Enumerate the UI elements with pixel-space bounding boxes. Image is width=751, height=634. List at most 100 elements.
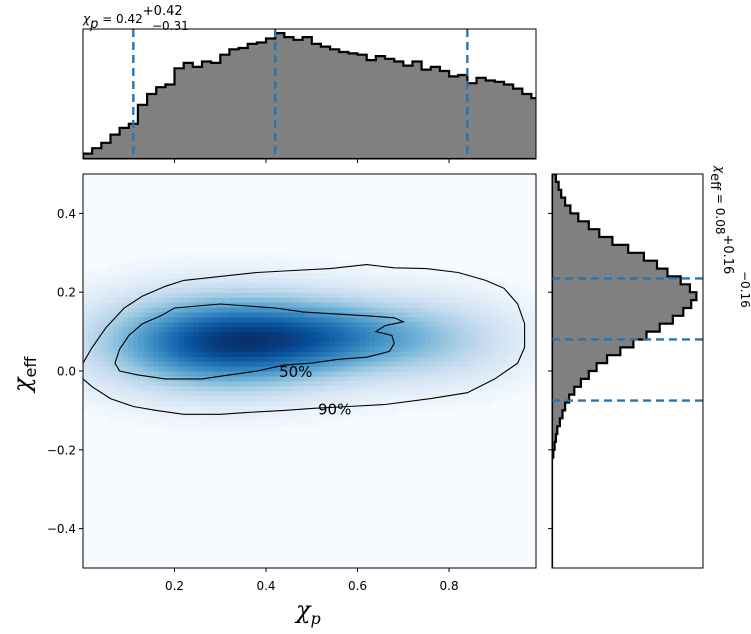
heatmap-cell — [153, 346, 160, 352]
heatmap-cell — [228, 420, 235, 426]
heatmap-cell — [379, 292, 386, 298]
heatmap-cell — [178, 257, 185, 264]
heatmap-cell — [148, 302, 155, 308]
heatmap-cell — [465, 302, 472, 308]
heatmap-cell — [374, 361, 381, 367]
heatmap-cell — [198, 410, 205, 416]
heatmap-cell — [98, 297, 104, 303]
heatmap-cell — [113, 351, 119, 357]
heatmap-cell — [88, 336, 94, 343]
heatmap-cell — [520, 351, 527, 357]
heatmap-cell — [269, 395, 275, 402]
heatmap-cell — [218, 366, 225, 372]
heatmap-cell — [415, 385, 421, 392]
heatmap-cell — [470, 331, 477, 338]
heatmap-cell — [405, 405, 411, 411]
heatmap-cell — [178, 282, 185, 288]
heatmap-cell — [123, 400, 129, 407]
heatmap-cell — [244, 282, 250, 288]
heatmap-cell — [108, 336, 114, 343]
heatmap-cell — [349, 306, 356, 313]
heatmap-cell — [118, 326, 124, 333]
heatmap-cell — [450, 341, 457, 347]
heatmap-cell — [244, 287, 250, 293]
heatmap-cell — [465, 366, 472, 372]
heatmap-cell — [183, 282, 190, 288]
heatmap-cell — [339, 341, 346, 347]
heatmap-cell — [168, 425, 175, 431]
heatmap-cell — [294, 326, 301, 333]
heatmap-cell — [425, 336, 431, 343]
heatmap-cell — [269, 316, 275, 323]
heatmap-cell — [103, 267, 109, 274]
heatmap-cell — [334, 316, 341, 323]
heatmap-cell — [530, 366, 536, 372]
heatmap-cell — [309, 316, 316, 323]
heatmap-cell — [385, 267, 391, 274]
heatmap-cell — [259, 267, 265, 274]
heatmap-cell — [420, 267, 426, 274]
heatmap-cell — [400, 400, 406, 407]
heatmap-cell — [88, 272, 94, 279]
heatmap-cell — [264, 371, 270, 377]
heatmap-cell — [495, 292, 502, 298]
heatmap-cell — [425, 311, 431, 318]
heatmap-cell — [168, 356, 175, 362]
heatmap-cell — [299, 316, 306, 323]
heatmap-cell — [525, 287, 532, 293]
heatmap-cell — [515, 341, 522, 347]
heatmap-cell — [530, 297, 536, 303]
heatmap-cell — [103, 277, 109, 283]
heatmap-cell — [480, 272, 487, 279]
heatmap-cell — [395, 302, 401, 308]
heatmap-cell — [118, 262, 124, 269]
heatmap-cell — [208, 331, 215, 338]
heatmap-cell — [304, 410, 311, 416]
heatmap-cell — [254, 302, 260, 308]
heatmap-cell — [128, 375, 134, 382]
heatmap-cell — [259, 341, 265, 347]
heatmap-cell — [133, 311, 139, 318]
rtitle-chi-symbol: χ — [713, 165, 727, 174]
heatmap-cell — [289, 297, 295, 303]
heatmap-cell — [349, 361, 356, 367]
heatmap-cell — [178, 331, 185, 338]
heatmap-cell — [460, 311, 467, 318]
heatmap-cell — [405, 306, 411, 313]
heatmap-cell — [415, 371, 421, 377]
heatmap-cell — [193, 371, 200, 377]
heatmap-cell — [455, 390, 462, 397]
heatmap-cell — [354, 361, 361, 367]
heatmap-cell — [420, 356, 426, 362]
heatmap-cell — [88, 316, 94, 323]
heatmap-cell — [359, 356, 366, 362]
heatmap-cell — [510, 351, 517, 357]
heatmap-cell — [279, 366, 285, 372]
heatmap-cell — [98, 267, 104, 274]
heatmap-cell — [244, 331, 250, 338]
heatmap-cell — [213, 326, 220, 333]
heatmap-cell — [505, 351, 512, 357]
heatmap-cell — [83, 405, 89, 411]
heatmap-cell — [410, 336, 416, 343]
heatmap-cell — [470, 380, 477, 387]
heatmap-cell — [264, 272, 270, 279]
heatmap-cell — [430, 351, 436, 357]
heatmap-cell — [98, 361, 104, 367]
heatmap-cell — [289, 405, 295, 411]
heatmap-cell — [128, 282, 134, 288]
heatmap-cell — [269, 410, 275, 416]
heatmap-cell — [395, 380, 401, 387]
heatmap-cell — [344, 410, 351, 416]
heatmap-cell — [208, 375, 215, 382]
heatmap-cell — [359, 287, 366, 293]
heatmap-cell — [289, 316, 295, 323]
top-axes-frame — [82, 28, 537, 160]
heatmap-cell — [324, 326, 331, 333]
heatmap-cell — [480, 356, 487, 362]
heatmap-cell — [480, 375, 487, 382]
title-upper-error: +0.42 — [143, 4, 183, 19]
heatmap-cell — [440, 385, 446, 392]
heatmap-cell — [83, 302, 89, 308]
heatmap-cell — [334, 415, 341, 421]
